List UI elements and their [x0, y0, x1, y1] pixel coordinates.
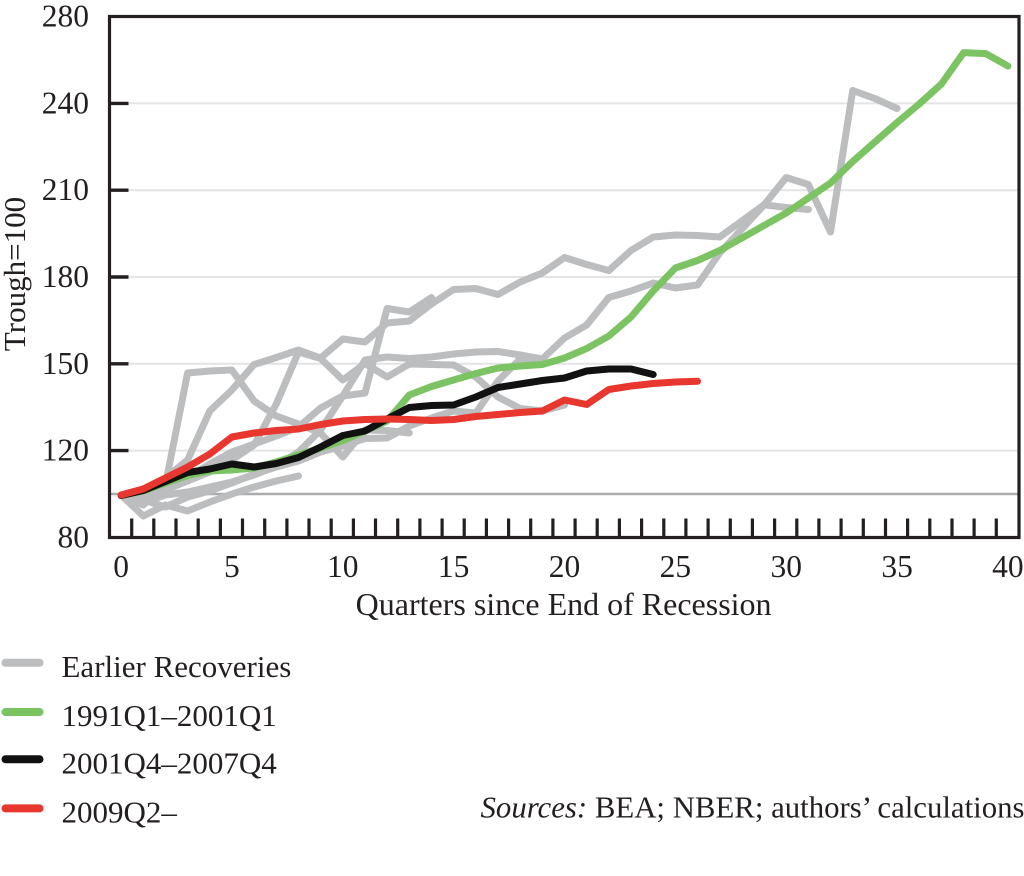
svg-text:15: 15: [438, 549, 470, 584]
svg-text:0: 0: [113, 549, 129, 584]
svg-text:120: 120: [42, 433, 89, 468]
svg-text:30: 30: [770, 549, 802, 584]
svg-text:35: 35: [881, 549, 913, 584]
svg-text:Earlier Recoveries: Earlier Recoveries: [62, 649, 292, 684]
svg-text:1991Q1–2001Q1: 1991Q1–2001Q1: [62, 698, 277, 733]
svg-text:Sources: BEA; NBER; authors’ c: Sources: BEA; NBER; authors’ calculation…: [481, 791, 1024, 825]
svg-text:10: 10: [327, 549, 359, 584]
svg-text:280: 280: [42, 0, 89, 34]
svg-text:25: 25: [660, 549, 692, 584]
svg-text:40: 40: [992, 549, 1024, 584]
svg-text:210: 210: [42, 172, 89, 207]
svg-text:150: 150: [42, 346, 89, 381]
svg-text:2009Q2–: 2009Q2–: [62, 795, 178, 830]
svg-text:Quarters since End of Recessio: Quarters since End of Recession: [356, 586, 772, 622]
svg-text:180: 180: [42, 259, 89, 294]
svg-text:80: 80: [58, 519, 90, 554]
svg-text:20: 20: [549, 549, 581, 584]
svg-text:5: 5: [224, 549, 240, 584]
svg-text:Trough=100: Trough=100: [0, 197, 32, 351]
svg-text:2001Q4–2007Q4: 2001Q4–2007Q4: [62, 745, 278, 780]
svg-text:240: 240: [42, 85, 89, 120]
